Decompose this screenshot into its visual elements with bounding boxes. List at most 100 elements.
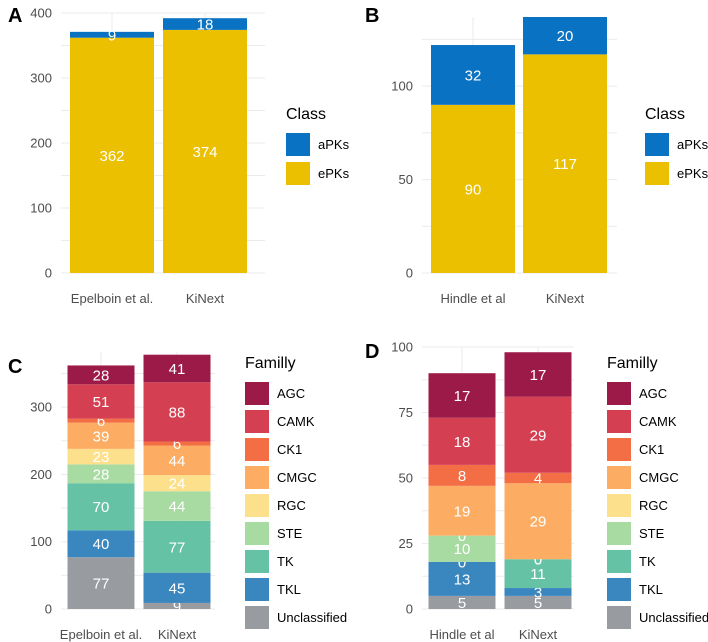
panel-c-data-label-epelboin-et-al-ste: 28 <box>93 466 110 483</box>
panel-d-legend-swatch-agc <box>607 382 631 405</box>
panel-c-y-tick-label: 300 <box>30 400 52 415</box>
panel-a-y-tick-label: 300 <box>30 71 52 86</box>
panel-a-bar-epelboin-et-al-apks <box>70 31 154 38</box>
panel-c-data-label-epelboin-et-al-tkl: 40 <box>93 536 110 553</box>
panel-d-data-label-hindle-et-al-tkl: 13 <box>454 571 471 588</box>
panel-d-bar-hindle-et-al-tkl <box>428 561 496 596</box>
panel-d-data-label-kinext-camk: 29 <box>530 427 547 444</box>
panel-c-bar-kinext-unclassified <box>143 602 211 609</box>
panel-c-bar-epelboin-et-al-unclassified <box>67 557 135 609</box>
panel-b-data-label-hindle-et-al-apks: 32 <box>465 67 482 84</box>
panel-c-bar-kinext-rgc <box>143 475 211 492</box>
panel-c-data-label-kinext-agc: 41 <box>169 361 186 378</box>
panel-b-legend-title: Class <box>645 106 685 123</box>
panel-d-bar-kinext-agc <box>504 352 572 397</box>
panel-d-data-label-kinext-cmgc: 29 <box>530 514 547 531</box>
panel-a-letter: A <box>8 5 22 27</box>
panel-c-data-label-epelboin-et-al-ck1: 6 <box>97 413 105 430</box>
panel-d-data-label-kinext-tkl: 3 <box>534 584 542 601</box>
panel-d-legend-swatch-cmgc <box>607 466 631 489</box>
panel-c-data-label-epelboin-et-al-rgc: 23 <box>93 449 110 466</box>
panel-a-x-tick-label: KiNext <box>186 291 225 306</box>
panel-c-bar-kinext-ck1 <box>143 441 211 446</box>
panel-c-bar-kinext-camk <box>143 382 211 442</box>
panel-c-legend-swatch-tkl <box>245 578 269 601</box>
panel-d-legend-label-tkl: TKL <box>639 582 663 597</box>
panel-b-bar-kinext-apks <box>523 17 607 55</box>
panel-d-legend-label-camk: CAMK <box>639 414 677 429</box>
panel-c-data-label-epelboin-et-al-tk: 70 <box>93 499 110 516</box>
panel-a-data-label-epelboin-et-al-epks: 362 <box>99 148 124 165</box>
panel-d-y-tick-label: 25 <box>399 536 413 551</box>
panel-c-bar-epelboin-et-al-tk <box>67 483 135 531</box>
panel-d-legend-swatch-tk <box>607 550 631 573</box>
panel-c-letter: C <box>8 356 22 378</box>
panel-d-legend-label-agc: AGC <box>639 386 667 401</box>
panel-a-y-tick-label: 0 <box>45 266 52 281</box>
panel-c-bar-epelboin-et-al-camk <box>67 384 135 419</box>
panel-d-data-label-kinext-unclassified: 5 <box>534 595 542 612</box>
panel-a-data-label-kinext-epks: 374 <box>192 144 217 161</box>
panel-d-data-label-kinext-ck1: 4 <box>534 471 542 488</box>
panel-d-legend-label-cmgc: CMGC <box>639 470 679 485</box>
panel-b-legend-swatch-epks <box>645 162 669 185</box>
panel-c-legend-swatch-tk <box>245 550 269 573</box>
panel-d-bar-hindle-et-al-agc <box>428 373 496 418</box>
panel-c-data-label-kinext-cmgc: 44 <box>169 453 186 470</box>
panel-c-legend-swatch-ste <box>245 522 269 545</box>
panel-d-data-label-hindle-et-al-tk: 0 <box>458 554 466 571</box>
panel-c-y-tick-label: 200 <box>30 467 52 482</box>
panel-d-bar-hindle-et-al-unclassified <box>428 595 496 609</box>
panel-a-data-label-epelboin-et-al-apks: 9 <box>108 27 116 44</box>
panel-b-legend-swatch-apks <box>645 133 669 156</box>
panel-c-bar-epelboin-et-al-ck1 <box>67 418 135 423</box>
panel-a-legend-title: Class <box>286 106 326 123</box>
panel-c-data-label-kinext-rgc: 24 <box>169 476 186 493</box>
panel-d-bar-hindle-et-al-camk <box>428 417 496 465</box>
panel-b-x-tick-label: KiNext <box>546 291 585 306</box>
panel-c-data-label-kinext-ck1: 6 <box>173 436 181 453</box>
panel-a-legend-label-epks: ePKs <box>318 166 350 181</box>
panel-d-bar-kinext-tkl <box>504 588 572 596</box>
panel-a-bar-kinext-apks <box>163 18 247 30</box>
panel-c-data-label-kinext-ste: 44 <box>169 499 186 516</box>
panel-d-x-tick-label: Hindle et al <box>429 627 494 642</box>
panel-c-data-label-kinext-tk: 77 <box>169 539 186 556</box>
panel-d-legend-label-ck1: CK1 <box>639 442 664 457</box>
panel-c-bar-kinext-tk <box>143 520 211 573</box>
panel-c-y-tick-label: 0 <box>45 602 52 617</box>
panel-c-bar-kinext-agc <box>143 354 211 383</box>
panel-d-bar-hindle-et-al-ck1 <box>428 464 496 486</box>
panel-c-legend-label-agc: AGC <box>277 386 305 401</box>
panel-c-bar-epelboin-et-al-agc <box>67 365 135 385</box>
panel-b-bar-hindle-et-al-epks <box>431 104 515 273</box>
panel-d-legend-label-ste: STE <box>639 526 665 541</box>
panel-c-x-tick-label: KiNext <box>158 627 197 642</box>
panel-c-data-label-epelboin-et-al-agc: 28 <box>93 367 110 384</box>
panel-b-y-tick-label: 50 <box>399 172 413 187</box>
panel-c-legend-label-camk: CAMK <box>277 414 315 429</box>
panel-c-legend-swatch-cmgc <box>245 466 269 489</box>
panel-d-data-label-hindle-et-al-camk: 18 <box>454 434 471 451</box>
panel-c-legend-swatch-unclassified <box>245 606 269 629</box>
panel-c-bar-kinext-cmgc <box>143 445 211 476</box>
panel-c-legend-swatch-camk <box>245 410 269 433</box>
panel-c-legend-label-cmgc: CMGC <box>277 470 317 485</box>
panel-d-data-label-kinext-tk: 11 <box>530 566 546 583</box>
panel-b-letter: B <box>365 5 379 27</box>
panel-d-legend-swatch-rgc <box>607 494 631 517</box>
panel-d-legend-swatch-tkl <box>607 578 631 601</box>
panel-c-bar-epelboin-et-al-cmgc <box>67 422 135 449</box>
panel-b-x-tick-label: Hindle et al <box>440 291 505 306</box>
panel-c-bar-epelboin-et-al-tkl <box>67 530 135 558</box>
panel-a-legend-label-apks: aPKs <box>318 137 350 152</box>
panel-d-data-label-hindle-et-al-unclassified: 5 <box>458 595 466 612</box>
panel-d-x-tick-label: KiNext <box>519 627 558 642</box>
panel-b-legend-label-epks: ePKs <box>677 166 708 181</box>
panel-d-bar-kinext-camk <box>504 396 572 473</box>
panel-c-legend-label-ste: STE <box>277 526 303 541</box>
panel-c-legend-label-rgc: RGC <box>277 498 306 513</box>
panel-d-data-label-hindle-et-al-ste: 10 <box>454 541 471 558</box>
panel-c-data-label-kinext-camk: 88 <box>169 404 186 421</box>
